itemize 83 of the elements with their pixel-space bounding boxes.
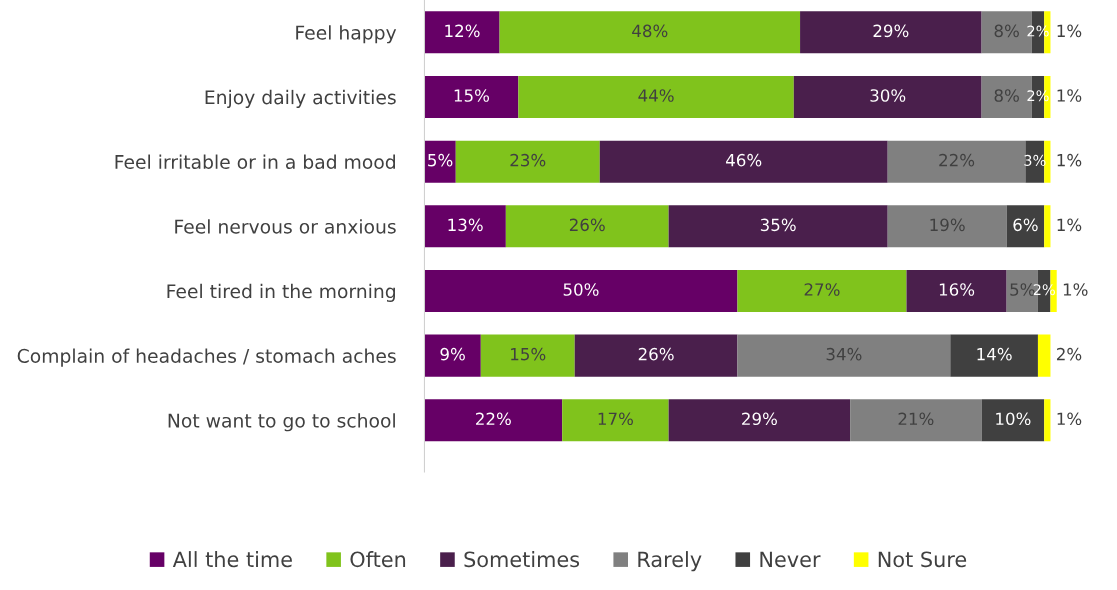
bar <box>950 334 1038 377</box>
bar <box>424 75 519 118</box>
y-tick-label: Feel tired in the morning <box>167 283 395 302</box>
bar <box>574 334 738 377</box>
legend-label: Never <box>760 551 821 568</box>
data-label: 15% <box>454 89 490 102</box>
bar <box>1044 205 1051 248</box>
bar <box>981 399 1045 442</box>
bar <box>424 399 563 442</box>
data-label: 26% <box>569 218 605 232</box>
data-label: 21% <box>898 412 934 426</box>
bar <box>668 205 888 248</box>
data-label: 1% <box>1057 24 1082 38</box>
data-label: 30% <box>870 89 906 102</box>
bar <box>518 75 794 118</box>
bar <box>424 140 456 183</box>
legend-label: All the time <box>172 551 292 568</box>
data-label: 1% <box>1057 412 1082 426</box>
bar <box>793 75 982 118</box>
y-tick-label: Feel irritable or in a bad mood <box>115 154 395 170</box>
data-label: 34% <box>826 347 862 361</box>
bar <box>1044 399 1051 442</box>
data-label: 48% <box>632 24 668 38</box>
data-label: 35% <box>760 218 796 232</box>
data-label: 5% <box>428 153 453 167</box>
data-label: 9% <box>440 347 465 361</box>
data-label: 14% <box>977 347 1012 361</box>
y-tick-label: Not want to go to school <box>168 413 395 432</box>
data-label: 22% <box>476 412 511 426</box>
bar <box>800 11 982 54</box>
data-label: 1% <box>1063 283 1088 296</box>
data-label: 27% <box>804 283 840 296</box>
data-label: 22% <box>939 153 975 167</box>
bar <box>455 140 600 183</box>
bar <box>887 205 1007 248</box>
data-label: 5% <box>1010 283 1035 296</box>
bar <box>737 334 951 377</box>
bar <box>424 269 738 312</box>
data-label: 16% <box>939 283 975 296</box>
legend-label: Sometimes <box>464 551 580 568</box>
y-tick-label: Feel happy <box>296 25 397 44</box>
data-label: 13% <box>448 218 483 232</box>
data-label: 29% <box>742 412 777 426</box>
bar <box>505 205 669 248</box>
data-label: 8% <box>994 89 1019 102</box>
data-label: 15% <box>511 347 546 361</box>
bar <box>1006 205 1045 248</box>
bar <box>668 399 851 442</box>
y-tick-label: Enjoy daily activities <box>205 89 396 109</box>
legend-label: Not Sure <box>878 551 967 568</box>
data-label: 17% <box>598 412 633 426</box>
bar <box>1037 334 1051 377</box>
data-label: 10% <box>996 412 1031 426</box>
data-label: 1% <box>1057 89 1082 102</box>
data-label: 1% <box>1057 218 1082 232</box>
bar <box>480 334 575 377</box>
bar <box>850 399 982 442</box>
y-tick-label: Feel nervous or anxious <box>175 219 396 234</box>
bar <box>562 399 669 442</box>
legend-label: Often <box>350 551 406 568</box>
data-label: 29% <box>873 24 909 38</box>
data-label: 50% <box>563 283 599 296</box>
data-label: 12% <box>445 24 480 38</box>
legend-label: Rarely <box>638 551 702 572</box>
bar <box>424 205 506 248</box>
bar <box>599 140 888 183</box>
data-label: 8% <box>994 24 1019 38</box>
bar <box>424 334 481 377</box>
data-label: 44% <box>638 89 674 102</box>
y-tick-label: Complain of headaches / stomach aches <box>17 348 396 367</box>
data-label: 6% <box>1013 218 1038 232</box>
data-label: 26% <box>638 347 674 361</box>
bar <box>424 11 500 54</box>
data-label: 2% <box>1056 347 1082 361</box>
data-label: 23% <box>510 153 546 167</box>
bar <box>499 11 801 54</box>
bar <box>1044 140 1051 183</box>
bar <box>887 140 1026 183</box>
data-label: 46% <box>726 153 762 167</box>
data-label: 1% <box>1057 153 1082 167</box>
bar <box>906 269 1007 312</box>
bar <box>737 269 907 312</box>
data-label: 19% <box>930 218 965 232</box>
